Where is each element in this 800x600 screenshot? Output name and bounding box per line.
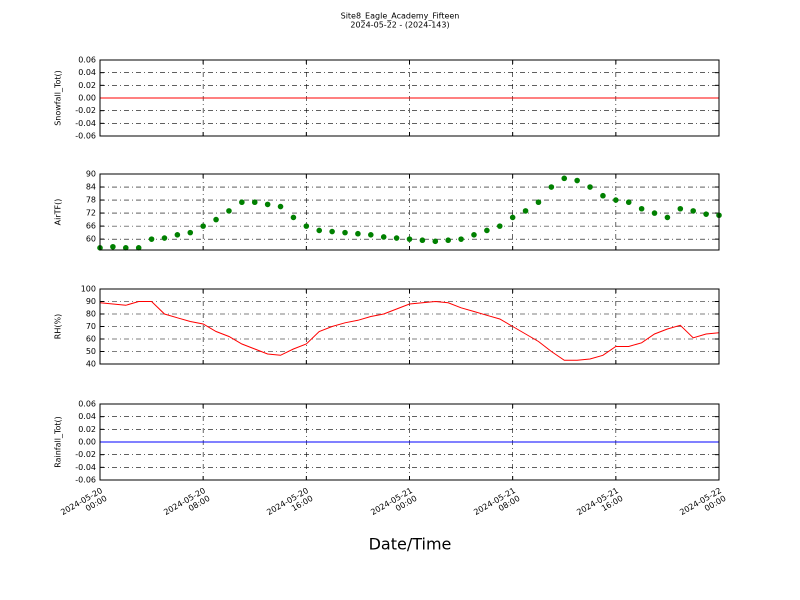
- data-point: [148, 236, 155, 242]
- y-axis-label: Snowfall_Tot(): [54, 70, 63, 126]
- data-point: [329, 228, 335, 235]
- y-tick-label: 60: [86, 235, 96, 244]
- y-tick-label: 0.04: [78, 68, 96, 77]
- y-tick-label: 60: [86, 335, 96, 344]
- y-tick-label: 84: [86, 183, 96, 192]
- y-tick-label: 40: [86, 360, 96, 369]
- data-point: [471, 232, 477, 238]
- y-tick-label: 50: [86, 347, 96, 356]
- data-point: [187, 229, 194, 236]
- data-point: [432, 238, 439, 245]
- data-point: [251, 199, 258, 206]
- data-point: [664, 214, 671, 221]
- y-tick-label: -0.04: [75, 119, 96, 128]
- y-tick-label: 90: [86, 297, 96, 306]
- data-point: [496, 223, 503, 229]
- data-point: [200, 223, 206, 229]
- y-axis-label: RH(%): [54, 314, 63, 339]
- y-tick-label: 0.04: [78, 412, 96, 421]
- data-point: [355, 230, 361, 237]
- data-point: [122, 245, 129, 251]
- y-tick-label: 80: [86, 310, 96, 319]
- y-tick-label: 90: [86, 170, 96, 179]
- data-point: [174, 232, 181, 238]
- y-tick-label: 72: [86, 209, 96, 218]
- y-tick-label: 0.02: [78, 425, 96, 434]
- data-point: [638, 205, 645, 212]
- y-tick-label: -0.06: [75, 132, 96, 141]
- y-tick-label: 78: [86, 196, 96, 205]
- data-point: [406, 236, 413, 242]
- data-point: [393, 235, 400, 241]
- x-axis-label: Date/Time: [369, 535, 452, 554]
- chart-subtitle: 2024-05-22 - (2024-143): [350, 21, 449, 30]
- data-point: [445, 237, 451, 244]
- data-point: [161, 235, 168, 241]
- data-point: [651, 210, 658, 216]
- data-point: [226, 208, 232, 214]
- chart-title: Site8_Eagle_Academy_Fifteen: [341, 12, 460, 21]
- data-point: [277, 203, 284, 210]
- data-point: [535, 199, 542, 206]
- data-point: [290, 214, 297, 221]
- data-point: [368, 232, 374, 238]
- data-point: [690, 208, 697, 214]
- y-tick-label: 100: [81, 285, 96, 294]
- data-point: [213, 216, 219, 223]
- y-axis-label: AirTF(): [54, 199, 63, 226]
- y-tick-label: 70: [86, 322, 96, 331]
- data-point: [342, 229, 348, 236]
- data-point: [419, 237, 426, 244]
- y-tick-label: -0.04: [75, 463, 96, 472]
- y-tick-label: -0.06: [75, 476, 96, 485]
- plot-frame: [99, 173, 720, 251]
- y-axis-label: Rainfall_Tot(): [54, 416, 63, 468]
- data-point: [703, 211, 709, 217]
- data-point: [380, 234, 387, 240]
- y-tick-label: 0.00: [78, 438, 96, 447]
- data-point: [625, 199, 632, 206]
- data-point: [561, 175, 568, 182]
- y-tick-label: -0.02: [75, 106, 96, 115]
- data-point: [484, 227, 490, 234]
- data-point: [600, 192, 606, 199]
- data-point: [613, 197, 619, 203]
- plot-frame: [99, 59, 720, 137]
- data-point: [316, 227, 323, 234]
- plot-frame: [99, 288, 720, 365]
- data-point: [264, 201, 271, 208]
- data-point: [110, 243, 116, 250]
- y-tick-label: -0.02: [75, 450, 96, 459]
- data-point: [135, 245, 142, 251]
- y-tick-label: 0.00: [78, 94, 96, 103]
- data-point: [574, 177, 580, 184]
- data-point: [303, 223, 310, 229]
- y-tick-label: 0.02: [78, 81, 96, 90]
- data-point: [522, 208, 529, 214]
- data-point: [587, 184, 593, 190]
- data-point: [548, 184, 555, 190]
- data-line: [99, 300, 720, 361]
- y-tick-label: 66: [86, 222, 96, 231]
- data-point: [458, 236, 464, 242]
- plot-frame: [99, 403, 720, 481]
- y-tick-label: 0.06: [78, 400, 96, 409]
- data-point: [509, 214, 516, 221]
- data-point: [677, 205, 684, 212]
- y-tick-label: 0.06: [78, 56, 96, 65]
- data-point: [239, 199, 245, 206]
